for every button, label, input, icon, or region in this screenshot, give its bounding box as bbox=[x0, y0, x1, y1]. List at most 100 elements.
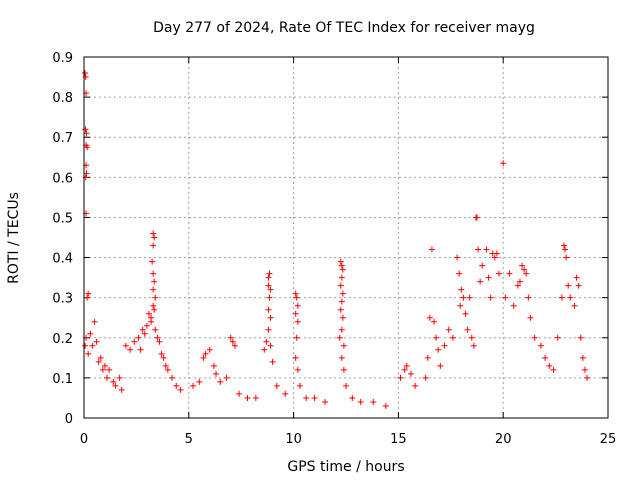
data-point bbox=[252, 394, 259, 401]
data-point bbox=[460, 294, 467, 301]
data-point bbox=[118, 386, 125, 393]
data-point bbox=[579, 354, 586, 361]
data-point bbox=[89, 342, 96, 349]
data-point bbox=[87, 330, 94, 337]
data-point bbox=[500, 160, 507, 167]
axis-ticks bbox=[83, 56, 609, 419]
data-point bbox=[491, 254, 498, 261]
data-point bbox=[338, 274, 345, 281]
data-point bbox=[521, 266, 528, 273]
data-point bbox=[169, 374, 176, 381]
data-point bbox=[292, 354, 299, 361]
x-tick-label: 20 bbox=[495, 432, 512, 447]
data-point bbox=[282, 390, 289, 397]
data-point bbox=[158, 350, 165, 357]
data-point bbox=[560, 242, 567, 249]
data-point bbox=[149, 258, 156, 265]
data-point bbox=[370, 398, 377, 405]
data-point bbox=[293, 334, 300, 341]
data-point bbox=[265, 274, 272, 281]
data-point bbox=[84, 294, 91, 301]
data-point bbox=[401, 366, 408, 373]
data-point bbox=[95, 358, 102, 365]
data-point bbox=[422, 374, 429, 381]
data-point bbox=[202, 350, 209, 357]
data-point bbox=[164, 366, 171, 373]
data-point bbox=[336, 334, 343, 341]
data-point bbox=[227, 334, 234, 341]
data-point bbox=[127, 346, 134, 353]
data-point bbox=[135, 334, 142, 341]
data-point bbox=[412, 382, 419, 389]
data-point bbox=[150, 270, 157, 277]
data-point bbox=[565, 282, 572, 289]
data-point bbox=[210, 362, 217, 369]
data-point bbox=[267, 286, 274, 293]
y-tick-label: 0.6 bbox=[52, 171, 73, 186]
data-point bbox=[110, 378, 117, 385]
data-point bbox=[558, 294, 565, 301]
data-point bbox=[338, 326, 345, 333]
data-point bbox=[83, 130, 90, 137]
y-tick-label: 0.5 bbox=[52, 211, 73, 226]
data-point bbox=[523, 270, 530, 277]
data-point bbox=[82, 70, 89, 77]
data-point bbox=[296, 382, 303, 389]
data-point bbox=[445, 326, 452, 333]
data-point bbox=[357, 398, 364, 405]
y-axis-label: ROTI / TECUs bbox=[6, 192, 22, 284]
data-point bbox=[196, 378, 203, 385]
data-point bbox=[456, 270, 463, 277]
data-point bbox=[261, 346, 268, 353]
data-point bbox=[337, 306, 344, 313]
data-point bbox=[584, 374, 591, 381]
data-point bbox=[437, 362, 444, 369]
data-point bbox=[464, 326, 471, 333]
data-point bbox=[531, 334, 538, 341]
data-point bbox=[470, 342, 477, 349]
data-point bbox=[91, 318, 98, 325]
data-point bbox=[338, 262, 345, 269]
data-point bbox=[265, 282, 272, 289]
data-point bbox=[152, 294, 159, 301]
y-tick-label: 0.9 bbox=[52, 51, 73, 66]
data-point bbox=[337, 282, 344, 289]
data-point bbox=[173, 382, 180, 389]
data-point bbox=[82, 126, 89, 133]
data-point bbox=[97, 354, 104, 361]
x-tick-label: 10 bbox=[285, 432, 302, 447]
x-tick-labels: 0 5 10 15 20 25 bbox=[80, 432, 616, 447]
x-tick-label: 5 bbox=[185, 432, 193, 447]
data-point bbox=[563, 254, 570, 261]
data-point bbox=[273, 382, 280, 389]
data-point bbox=[571, 302, 578, 309]
data-point bbox=[382, 402, 389, 409]
x-tick-label: 0 bbox=[80, 432, 88, 447]
data-point bbox=[403, 362, 410, 369]
data-point bbox=[554, 334, 561, 341]
data-point bbox=[474, 214, 480, 221]
data-point bbox=[106, 366, 113, 373]
data-point bbox=[303, 394, 310, 401]
data-point bbox=[340, 342, 347, 349]
data-point bbox=[143, 322, 150, 329]
data-point bbox=[265, 306, 272, 313]
data-point bbox=[577, 334, 584, 341]
data-point bbox=[468, 334, 475, 341]
data-point bbox=[266, 270, 273, 277]
data-point bbox=[104, 374, 111, 381]
data-point bbox=[150, 286, 157, 293]
data-point bbox=[581, 366, 588, 373]
data-point bbox=[567, 294, 574, 301]
data-point bbox=[189, 382, 196, 389]
data-point bbox=[426, 314, 433, 321]
data-point bbox=[294, 302, 301, 309]
data-point bbox=[93, 338, 100, 345]
data-point bbox=[573, 274, 580, 281]
data-point bbox=[148, 314, 155, 321]
grid-lines bbox=[84, 57, 608, 418]
data-point bbox=[337, 258, 344, 265]
data-point bbox=[85, 290, 92, 297]
data-point bbox=[479, 262, 486, 269]
data-point bbox=[139, 326, 146, 333]
